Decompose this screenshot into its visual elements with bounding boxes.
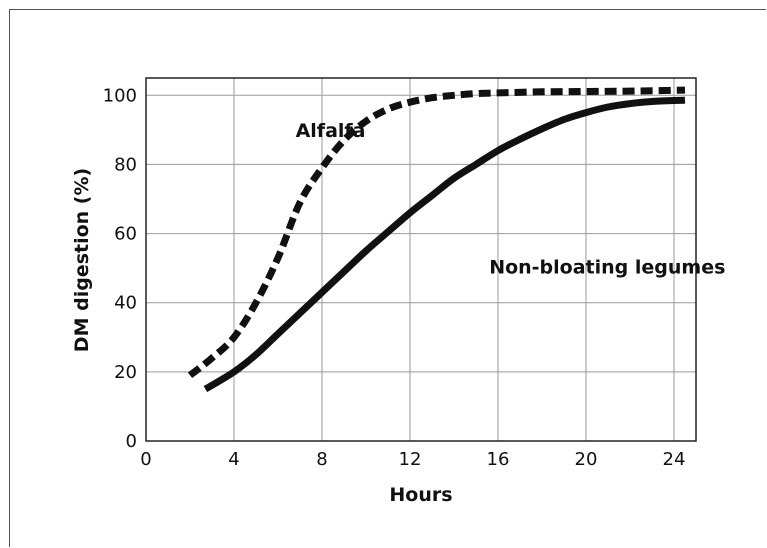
x-tick-label: 20 [575, 449, 598, 470]
x-axis-title: Hours [389, 484, 452, 506]
y-axis-title: DM digestion (%) [71, 168, 93, 352]
series-line-alfalfa [187, 86, 686, 379]
x-tick-label: 24 [663, 449, 686, 470]
y-tick-label: 0 [126, 431, 137, 452]
tick-labels: 0 4 8 12 16 20 24 0 20 40 60 80 100 [103, 85, 686, 470]
y-tick-label: 80 [114, 154, 137, 175]
x-tick-label: 0 [140, 449, 151, 470]
gridlines [146, 78, 696, 441]
x-tick-label: 12 [399, 449, 422, 470]
y-tick-label: 40 [114, 293, 137, 314]
series-layer [187, 86, 686, 393]
x-tick-label: 16 [487, 449, 510, 470]
y-tick-label: 100 [103, 85, 137, 106]
y-tick-label: 20 [114, 362, 137, 383]
series-annotation: Non-bloating legumes [489, 256, 725, 278]
x-tick-label: 4 [228, 449, 239, 470]
annotations: Alfalfa Non-bloating legumes [296, 120, 726, 279]
y-tick-label: 60 [114, 224, 137, 245]
x-tick-label: 8 [316, 449, 327, 470]
series-line-non-bloating-legumes [203, 96, 686, 393]
series-annotation: Alfalfa [296, 120, 366, 142]
chart-frame [9, 9, 766, 547]
plot-area [145, 77, 697, 442]
